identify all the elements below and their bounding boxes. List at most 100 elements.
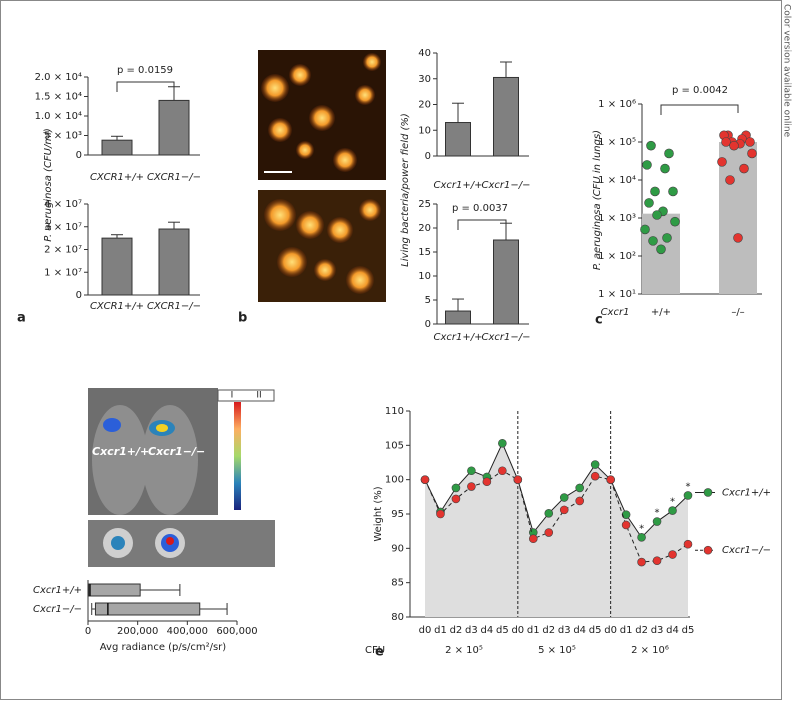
y-tick-label: 25 xyxy=(418,199,431,210)
x-tick-label: 0 xyxy=(85,626,91,637)
data-point xyxy=(729,140,739,151)
group-label: 5 × 10⁵ xyxy=(538,645,576,656)
p-value: p = 0.0037 xyxy=(452,203,508,214)
y-tick-label: 4 × 10⁷ xyxy=(44,199,82,210)
x-tick-label: CXCR1+/+ xyxy=(90,172,144,183)
panel-label: c xyxy=(595,313,603,328)
bar xyxy=(445,122,471,157)
y-tick-label: 1 × 10⁷ xyxy=(44,267,82,278)
x-axis-label: Avg radiance (p/s/cm²/sr) xyxy=(100,642,226,653)
y-tick-label: 1 × 10² xyxy=(598,251,636,262)
y-tick-label: 1 × 10¹ xyxy=(598,289,636,300)
x-tick-label: d4 xyxy=(481,625,494,636)
x-tick-label: CXCR1−/− xyxy=(147,301,201,312)
data-point xyxy=(656,244,666,255)
y-axis-label: Living bacteria/power field (%) xyxy=(400,113,411,267)
x-tick-label: 400,000 xyxy=(167,626,208,637)
data-point xyxy=(721,137,731,147)
y-tick-label: 1 × 10⁴ xyxy=(598,175,636,186)
y-tick-label: 85 xyxy=(391,578,404,589)
data-point xyxy=(467,482,476,491)
bar xyxy=(101,139,133,156)
y-tick-label: 10 xyxy=(418,271,431,282)
x-tick-label: d2 xyxy=(450,625,463,636)
data-point xyxy=(747,148,757,159)
y-tick-label: 0 xyxy=(425,151,431,162)
data-point xyxy=(436,509,445,519)
data-point xyxy=(660,163,670,174)
data-point xyxy=(513,475,523,484)
x-tick-label: d5 xyxy=(589,625,602,636)
data-point xyxy=(683,539,693,549)
data-point xyxy=(420,475,430,484)
y-tick-label: 110 xyxy=(385,406,404,417)
bar xyxy=(445,310,471,325)
significance-mark: * xyxy=(670,497,675,508)
y-tick-label: 1 × 10⁶ xyxy=(598,99,636,110)
image-label: Cxcr1+/+ xyxy=(92,445,149,458)
data-point xyxy=(637,557,646,567)
data-point xyxy=(498,466,507,476)
data-point xyxy=(652,210,662,220)
data-point xyxy=(451,483,461,493)
y-tick-label: 30 xyxy=(418,74,431,85)
box xyxy=(88,583,141,597)
x-tick-label: d2 xyxy=(542,625,555,636)
y-tick-label: 95 xyxy=(391,509,404,520)
data-point xyxy=(451,494,461,504)
group-label: 2 × 10⁵ xyxy=(445,645,483,656)
bar xyxy=(101,237,133,296)
data-point xyxy=(621,510,631,519)
x-tick-label: Cxcr1−/− xyxy=(482,332,531,343)
legend-marker xyxy=(703,545,713,555)
data-point xyxy=(575,483,585,493)
legend-label: Cxcr1+/+ xyxy=(722,487,771,498)
data-point xyxy=(652,556,662,565)
y-tick-label: 1.0 × 10⁴ xyxy=(35,111,82,122)
y-tick-label: 80 xyxy=(391,612,404,623)
x-tick-label: Cxcr1+/+ xyxy=(434,332,483,343)
y-tick-label: 1 × 10⁵ xyxy=(598,137,636,148)
legend-label: Cxcr1−/− xyxy=(722,545,771,556)
y-tick-label: 2 × 10⁷ xyxy=(44,245,82,256)
y-tick-label: 100 xyxy=(385,475,404,486)
data-point xyxy=(637,533,646,542)
box xyxy=(94,602,201,616)
data-point xyxy=(668,550,677,559)
y-tick-label: 10 xyxy=(418,125,431,136)
data-point xyxy=(644,198,654,208)
x-tick-label: d4 xyxy=(573,625,586,636)
significance-bracket xyxy=(116,81,175,92)
data-point xyxy=(642,160,652,170)
x-tick-label: d1 xyxy=(620,625,633,636)
y-tick-label: 40 xyxy=(418,48,431,59)
bar xyxy=(493,76,519,157)
x-tick-label: d0 xyxy=(419,625,432,636)
y-tick-label: 5 xyxy=(425,295,431,306)
data-point xyxy=(528,534,538,544)
x-tick-label: d3 xyxy=(558,625,571,636)
data-point xyxy=(670,216,680,227)
category-label: Cxcr1−/− xyxy=(33,604,82,615)
x-tick-label: d0 xyxy=(604,625,617,636)
bar xyxy=(158,99,190,156)
y-tick-label: 3 × 10⁷ xyxy=(44,222,82,233)
image-label: II xyxy=(256,391,261,401)
significance-mark: * xyxy=(655,508,660,519)
data-point xyxy=(590,460,600,469)
side-note: Color version available online xyxy=(782,4,792,138)
significance-mark: * xyxy=(639,523,644,534)
y-tick-label: 5 × 10³ xyxy=(44,131,82,142)
y-axis-label: P. aeruginosa (CFU in lungs) xyxy=(592,130,603,270)
data-point xyxy=(745,137,755,147)
x-tick-label: –/– xyxy=(731,307,744,318)
x-tick-label: d2 xyxy=(635,625,648,636)
data-point xyxy=(559,505,569,515)
category-label: Cxcr1+/+ xyxy=(33,585,82,596)
significance-bracket xyxy=(660,104,739,115)
x-tick-label: d4 xyxy=(666,625,679,636)
data-point xyxy=(733,233,743,243)
significance-mark: * xyxy=(685,481,690,492)
